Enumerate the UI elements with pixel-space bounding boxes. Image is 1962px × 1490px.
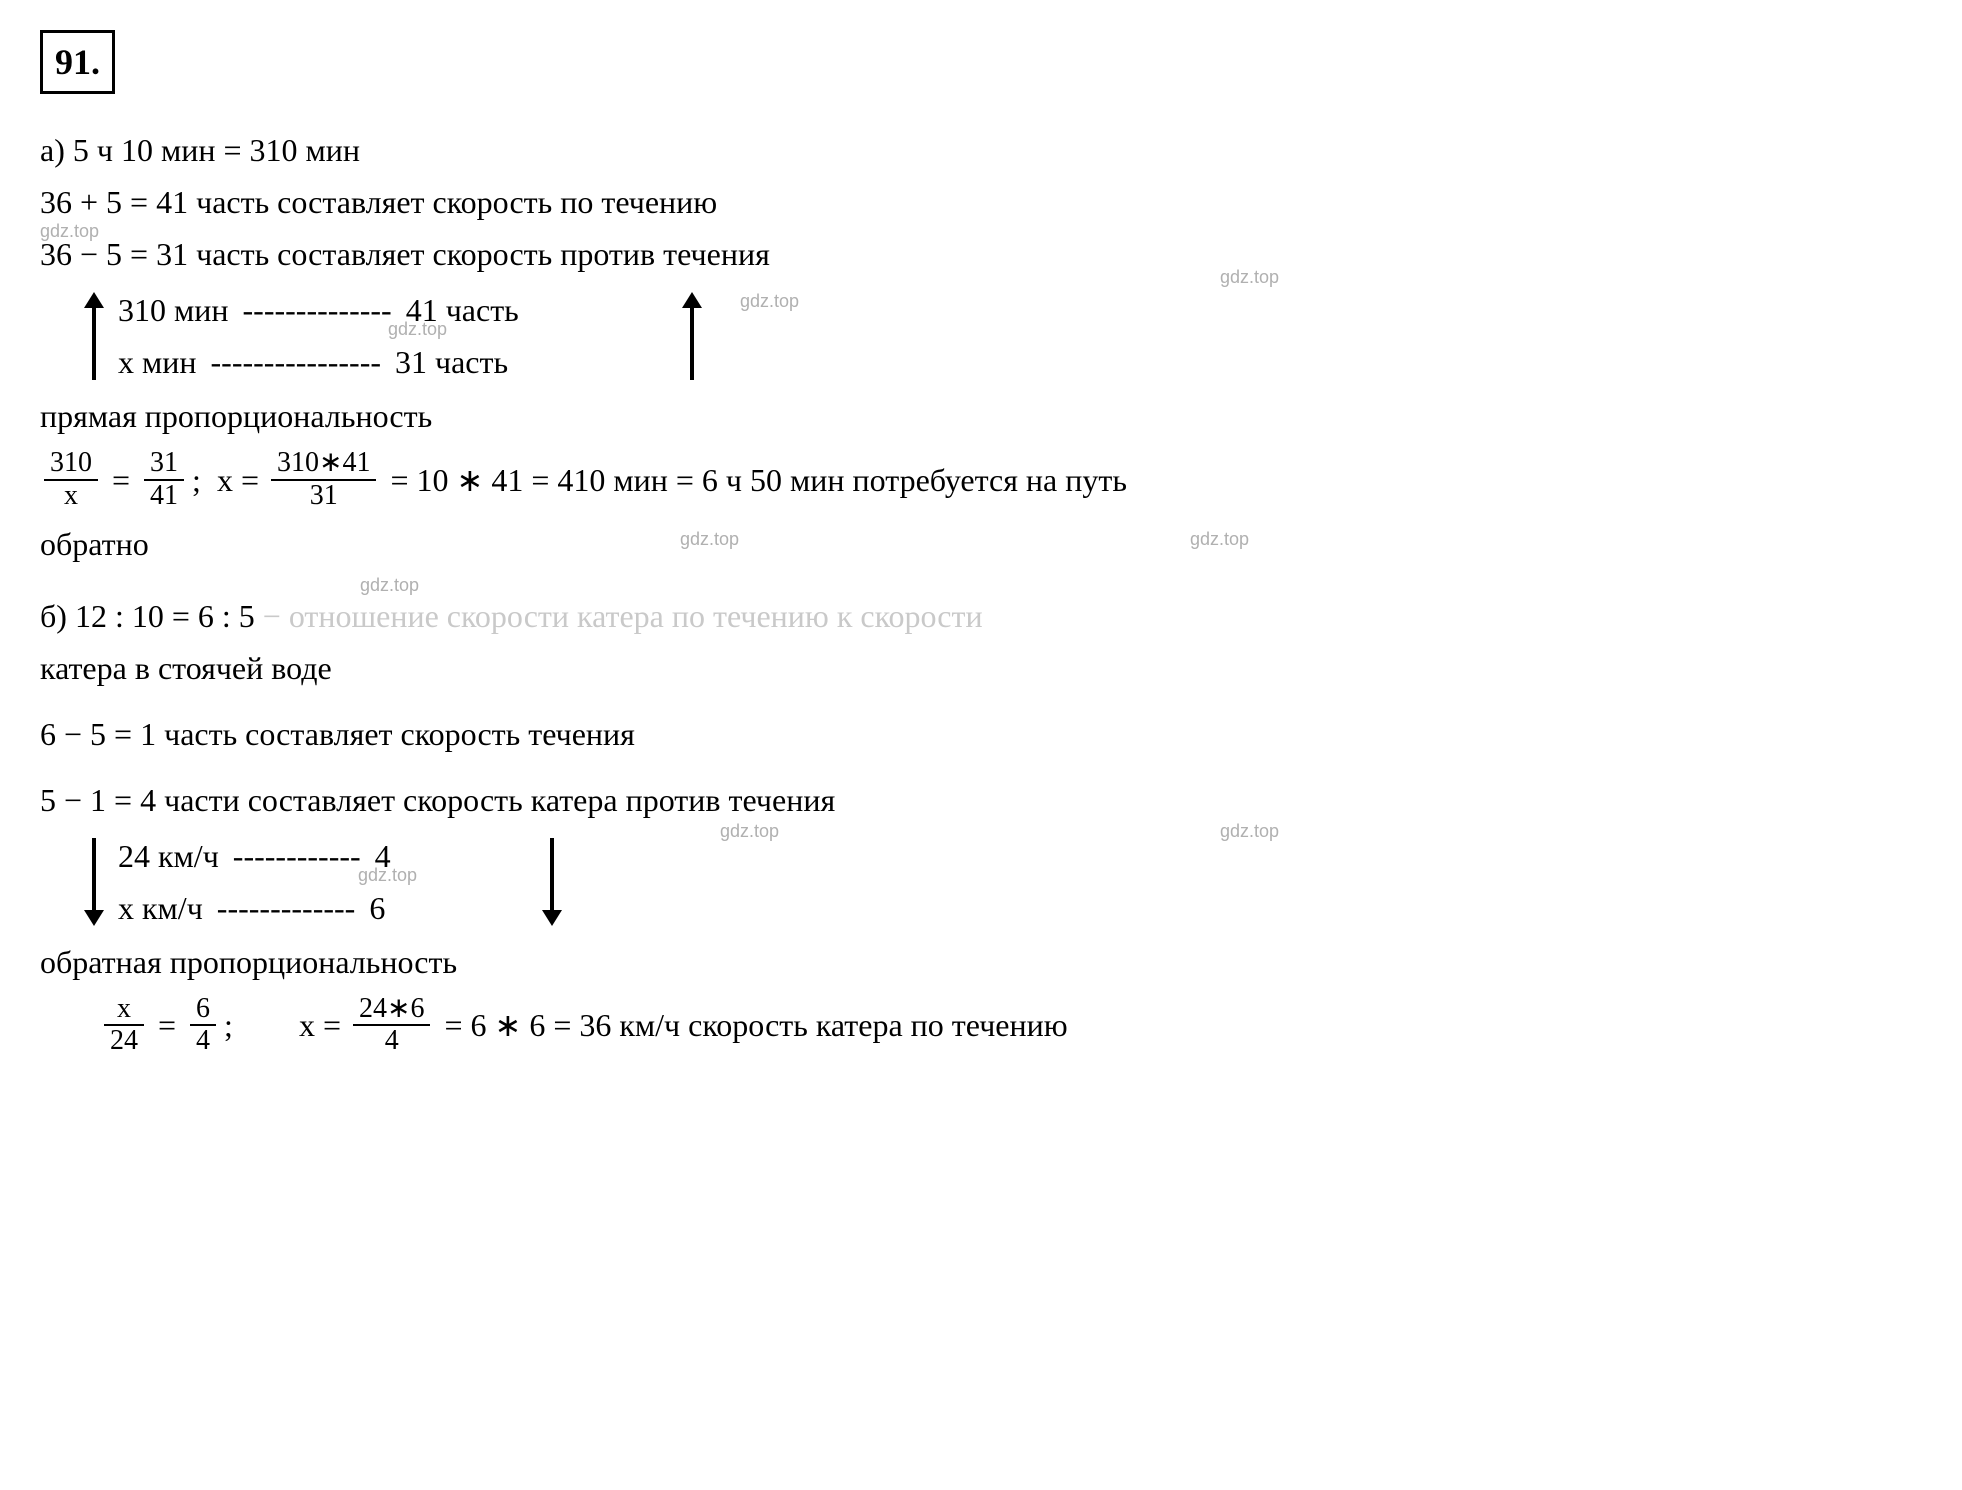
pa-prop-r2-dash: ---------------- bbox=[211, 344, 382, 380]
pa-equation: 310 x = 31 41 ; х = 310∗41 31 = 10 ∗ 41 … bbox=[40, 448, 1922, 512]
frac-310-x-num: 310 bbox=[44, 448, 98, 481]
pb-eq-rest: = 6 ∗ 6 = 36 км/ч скорость катера по теч… bbox=[444, 1001, 1067, 1049]
frac-6-4-num: 6 bbox=[190, 994, 216, 1027]
watermark-4: gdz.top bbox=[740, 288, 799, 315]
pa-tail: обратно gdz.top gdz.top bbox=[40, 520, 1922, 568]
problem-number-text: 91 bbox=[55, 42, 91, 82]
arrow-down-left bbox=[80, 830, 108, 934]
pb-prop-r2-dash: ------------- bbox=[217, 890, 356, 926]
watermark-5: gdz.top bbox=[680, 526, 739, 553]
pb-proportion: 24 км/ч ------------ 4 gdz.top х км/ч --… bbox=[80, 830, 1922, 934]
frac-246-4: 24∗6 4 bbox=[353, 994, 430, 1058]
frac-310-x-den: x bbox=[44, 481, 98, 512]
pa-eq-sign1: = bbox=[112, 456, 130, 504]
pa-line3-text: 36 − 5 = 31 часть составляет скорость пр… bbox=[40, 236, 770, 272]
pb-equation: x 24 = 6 4 ; х = 24∗6 4 = 6 ∗ 6 = 36 км/… bbox=[100, 994, 1922, 1058]
pb-line1: gdz.top б) 12 : 10 = 6 : 5 − отношение с… bbox=[40, 592, 1922, 640]
frac-31041-31: 310∗41 31 bbox=[271, 448, 376, 512]
problem-number: 91. bbox=[40, 30, 115, 94]
frac-246-4-den: 4 bbox=[353, 1026, 430, 1057]
pb-line1-pre: б) 12 : 10 = 6 : 5 bbox=[40, 598, 263, 634]
pa-eq-sc: ; bbox=[192, 456, 201, 504]
pb-prop-r1-left: 24 км/ч bbox=[118, 838, 219, 874]
frac-6-4-den: 4 bbox=[190, 1026, 216, 1057]
watermark-6: gdz.top bbox=[1190, 526, 1249, 553]
pa-line1: а) 5 ч 10 мин = 310 мин bbox=[40, 126, 1922, 174]
pb-line1-ghost: − отношение скорости катера по течению к… bbox=[263, 598, 983, 634]
arrow-up-right bbox=[678, 284, 706, 388]
pa-line3: 36 − 5 = 31 часть составляет скорость пр… bbox=[40, 230, 1922, 278]
watermark-3: gdz.top bbox=[388, 316, 447, 343]
pb-eq-sc: ; bbox=[224, 1001, 233, 1049]
pb-eq-xeq: х = bbox=[299, 1001, 341, 1049]
watermark-10: gdz.top bbox=[358, 862, 417, 889]
pb-prop-r1-dash: ------------ bbox=[233, 838, 361, 874]
frac-x-24-num: x bbox=[104, 994, 144, 1027]
pa-tail-text: обратно bbox=[40, 526, 149, 562]
pb-prop-r2-right: 6 bbox=[369, 890, 385, 926]
pb-line2: катера в стоячей воде bbox=[40, 644, 1922, 692]
pa-prop-label: прямая пропорциональность bbox=[40, 392, 1922, 440]
pa-line2-text: 36 + 5 = 41 часть составляет скорость по… bbox=[40, 184, 717, 220]
frac-6-4: 6 4 bbox=[190, 994, 216, 1058]
frac-31041-31-num: 310∗41 bbox=[271, 448, 376, 481]
pb-prop-r2-left: х км/ч bbox=[118, 890, 203, 926]
pa-prop-r1-left: 310 мин bbox=[118, 292, 229, 328]
part-b: gdz.top б) 12 : 10 = 6 : 5 − отношение с… bbox=[40, 592, 1922, 1058]
pb-eq-sign1: = bbox=[158, 1001, 176, 1049]
part-a: а) 5 ч 10 мин = 310 мин 36 + 5 = 41 част… bbox=[40, 126, 1922, 568]
watermark-7: gdz.top bbox=[360, 572, 419, 599]
frac-31-41-den: 41 bbox=[144, 481, 184, 512]
frac-246-4-num: 24∗6 bbox=[353, 994, 430, 1027]
pb-prop-label: обратная пропорциональность bbox=[40, 938, 1922, 986]
pb-line3: 6 − 5 = 1 часть составляет скорость тече… bbox=[40, 710, 1922, 758]
pa-prop-r2-right: 31 часть bbox=[395, 344, 508, 380]
pa-line2: 36 + 5 = 41 часть составляет скорость по… bbox=[40, 178, 1922, 226]
pa-prop-r2-left: х мин bbox=[118, 344, 197, 380]
pa-eq-xeq: х = bbox=[217, 456, 259, 504]
arrow-up-left bbox=[80, 284, 108, 388]
pa-proportion: 310 мин -------------- 41 часть gdz.top … bbox=[80, 284, 1922, 388]
pa-eq-rest: = 10 ∗ 41 = 410 мин = 6 ч 50 мин потребу… bbox=[390, 456, 1127, 504]
pa-prop-r1-dash: -------------- bbox=[243, 292, 392, 328]
frac-31-41: 31 41 bbox=[144, 448, 184, 512]
arrow-down-right bbox=[538, 830, 566, 934]
frac-31041-31-den: 31 bbox=[271, 481, 376, 512]
frac-31-41-num: 31 bbox=[144, 448, 184, 481]
pb-line4: 5 − 1 = 4 части составляет скорость кате… bbox=[40, 776, 1922, 824]
frac-310-x: 310 x bbox=[44, 448, 98, 512]
pb-line4-text: 5 − 1 = 4 части составляет скорость кате… bbox=[40, 782, 835, 818]
frac-x-24: x 24 bbox=[104, 994, 144, 1058]
frac-x-24-den: 24 bbox=[104, 1026, 144, 1057]
